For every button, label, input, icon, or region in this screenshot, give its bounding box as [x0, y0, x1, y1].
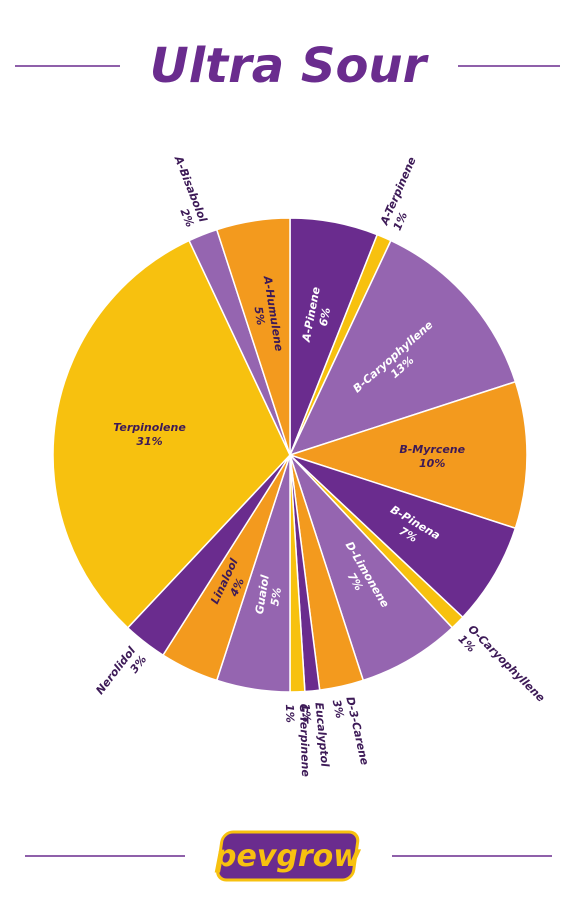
- category-label: D-3-Carene: [343, 695, 371, 766]
- value-label: 1%: [283, 704, 297, 723]
- logo-badge: [216, 830, 360, 882]
- category-label: G-Terpinene: [297, 704, 312, 778]
- pie-slice: [287, 380, 528, 530]
- logo: pevgrow: [214, 839, 361, 874]
- pie-slice: [289, 454, 517, 619]
- value-label: 3%: [330, 698, 347, 719]
- pie-slice: [215, 217, 291, 456]
- chart-title: Ultra Sour: [150, 38, 430, 94]
- value-label: 5%: [251, 306, 267, 326]
- value-label: 6%: [317, 307, 333, 328]
- category-label: Guaiol: [253, 574, 272, 615]
- value-label: 10%: [419, 457, 445, 470]
- value-label: 1%: [298, 703, 313, 723]
- category-label: B-Myrcene: [399, 443, 465, 456]
- category-label: O-Caryophyllene: [465, 623, 547, 705]
- pie-slice: [289, 454, 454, 682]
- category-label: Terpinolene: [113, 421, 186, 434]
- value-label: 31%: [136, 435, 162, 448]
- pie-slice: [288, 239, 517, 457]
- value-label: 5%: [268, 587, 284, 607]
- pie-slice: [52, 239, 291, 629]
- value-label: 2%: [178, 207, 197, 229]
- category-label: Eucalyptol: [312, 702, 331, 768]
